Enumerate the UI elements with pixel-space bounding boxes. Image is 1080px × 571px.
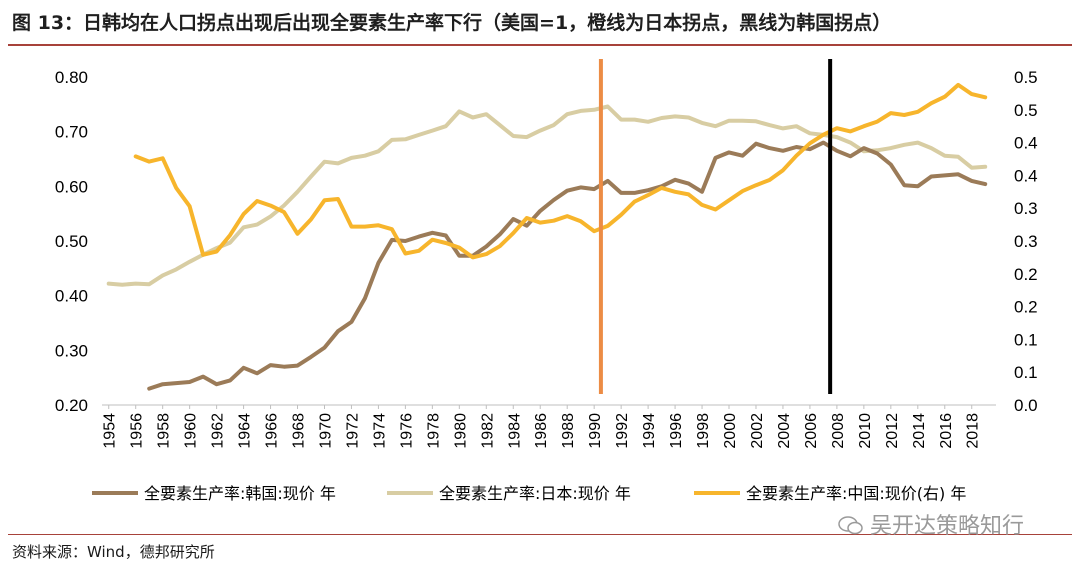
japan-tfp-line [106, 104, 988, 287]
source-rule [8, 534, 1072, 535]
y-left-tick-label: 0.70 [55, 123, 88, 142]
y-left-tick-label: 0.50 [55, 232, 88, 251]
x-tick-label: 1992 [614, 413, 631, 449]
x-tick-label: 1996 [668, 413, 685, 449]
x-tick-label: 1998 [695, 413, 712, 449]
x-tick-label: 2016 [938, 413, 955, 449]
y-left-tick-label: 0.60 [55, 177, 88, 196]
title-rule [8, 44, 1072, 46]
y-right-tick-label: 0.2 [1014, 265, 1038, 284]
x-tick-label: 1980 [452, 413, 469, 449]
x-tick-label: 1994 [641, 413, 658, 449]
y-right-tick-label: 0.3 [1014, 232, 1038, 251]
y-right-tick-label: 0.0 [1014, 396, 1038, 415]
x-tick-label: 2010 [857, 413, 874, 449]
x-tick-label: 1954 [102, 413, 119, 449]
x-tick-label: 2006 [803, 413, 820, 449]
watermark: 吴开达策略知行 [838, 508, 1024, 540]
x-tick-label: 1956 [129, 413, 146, 449]
legend-label: 全要素生产率:韩国:现价 年 [144, 484, 336, 503]
legend-label: 全要素生产率:中国:现价(右) 年 [746, 484, 966, 503]
y-left-tick-label: 0.20 [55, 396, 88, 415]
legend-korea: 全要素生产率:韩国:现价 年 [92, 484, 336, 503]
y-right-tick-label: 0.1 [1014, 330, 1038, 349]
x-tick-label: 1968 [291, 413, 308, 449]
y-right-tick-label: 0.1 [1014, 363, 1038, 382]
x-tick-label: 1964 [237, 413, 254, 449]
x-tick-label: 1960 [183, 413, 200, 449]
legend-japan: 全要素生产率:日本:现价 年 [387, 484, 631, 503]
source-note: 资料来源：Wind，德邦研究所 [12, 543, 215, 561]
y-right-tick-label: 0.4 [1014, 134, 1038, 153]
x-tick-label: 2008 [830, 413, 847, 449]
legend-china: 全要素生产率:中国:现价(右) 年 [694, 484, 966, 503]
x-tick-label: 1966 [264, 413, 281, 449]
y-left-tick-label: 0.80 [55, 68, 88, 87]
x-tick-label: 2000 [722, 413, 739, 449]
x-tick-label: 2004 [776, 413, 793, 449]
x-tick-label: 1976 [398, 413, 415, 449]
y-right-tick-label: 0.5 [1014, 101, 1038, 120]
x-tick-label: 1972 [344, 413, 361, 449]
x-tick-label: 1978 [425, 413, 442, 449]
x-tick-label: 1990 [587, 413, 604, 449]
x-tick-label: 1988 [560, 413, 577, 449]
y-right-tick-label: 0.3 [1014, 199, 1038, 218]
x-tick-label: 2002 [749, 413, 766, 449]
y-right-tick-label: 0.5 [1014, 68, 1038, 87]
x-tick-label: 2012 [884, 413, 901, 449]
wechat-icon [838, 516, 863, 535]
x-tick-label: 1962 [210, 413, 227, 449]
y-left-tick-label: 0.40 [55, 287, 88, 306]
x-tick-label: 2014 [911, 413, 928, 449]
china-tfp-line [133, 82, 988, 260]
legend-label: 全要素生产率:日本:现价 年 [439, 484, 631, 503]
x-tick-label: 1982 [479, 413, 496, 449]
figure-title: 图 13：日韩均在人口拐点出现后出现全要素生产率下行（美国=1，橙线为日本拐点，… [12, 12, 892, 34]
x-tick-label: 2018 [965, 413, 982, 449]
x-tick-label: 1958 [156, 413, 173, 449]
x-tick-label: 1986 [533, 413, 550, 449]
x-tick-label: 1974 [371, 413, 388, 449]
x-tick-label: 1984 [506, 413, 523, 449]
x-tick-label: 1970 [317, 413, 334, 449]
korea-tfp-line [147, 140, 988, 391]
y-right-tick-label: 0.2 [1014, 298, 1038, 317]
y-right-tick-label: 0.4 [1014, 166, 1038, 185]
watermark-text: 吴开达策略知行 [870, 514, 1025, 539]
y-left-tick-label: 0.30 [55, 341, 88, 360]
